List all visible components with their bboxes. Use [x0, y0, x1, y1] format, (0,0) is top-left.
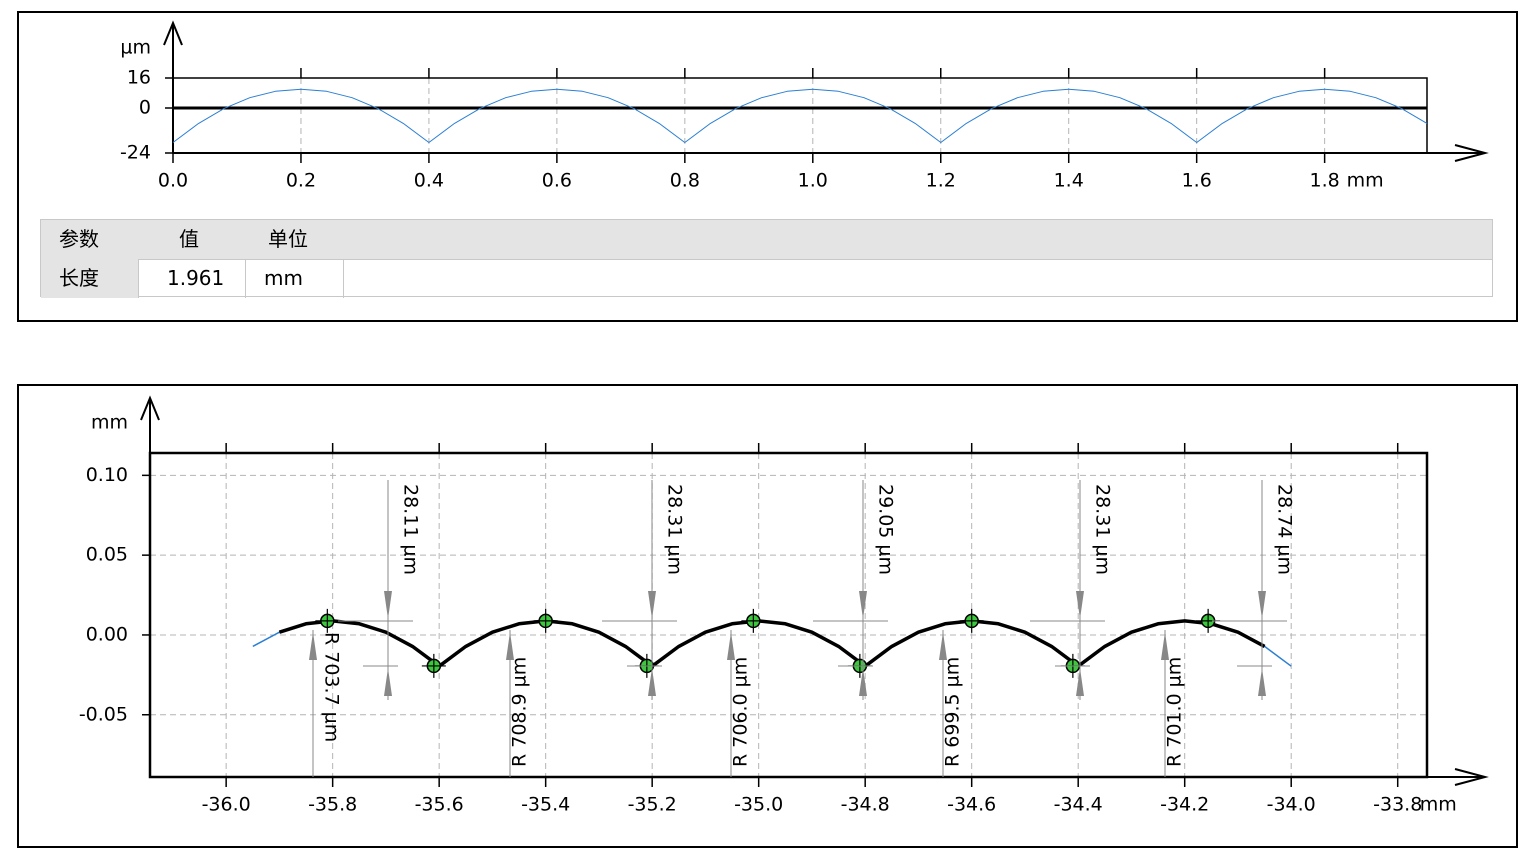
- x-tick-label: -34.4: [1054, 794, 1103, 816]
- x-tick-label: 0.8: [670, 170, 700, 192]
- table-cell: 1.961: [139, 259, 246, 298]
- header-cell: 单位: [268, 227, 308, 251]
- table-cell: mm: [246, 259, 344, 298]
- plot-frame: [172, 77, 1428, 154]
- dim-arrow: [1258, 591, 1266, 619]
- x-tick-label: -35.2: [628, 794, 677, 816]
- point-cross: [959, 608, 984, 633]
- header-cell: 参数: [59, 227, 99, 251]
- x-tick-label: -35.8: [308, 794, 357, 816]
- profile-line: [172, 88, 1428, 143]
- dim-arrow: [1258, 668, 1266, 696]
- x-unit: mm: [1420, 794, 1457, 816]
- table-header: 参数 值 单位: [41, 220, 1492, 260]
- dim-arrow: [648, 591, 656, 619]
- table-cell: 长度: [41, 259, 139, 298]
- x-tick-label: -35.6: [415, 794, 464, 816]
- y-unit: mm: [91, 412, 128, 434]
- x-tick-label: -34.8: [841, 794, 890, 816]
- radius-arrow: [939, 632, 947, 660]
- x-unit: mm: [1347, 170, 1384, 192]
- radius-label: R 703.7 µm: [321, 632, 343, 742]
- height-label: 28.74 µm: [1274, 484, 1296, 575]
- dim-arrow: [859, 591, 867, 619]
- radius-label: R 701.0 µm: [1164, 657, 1186, 767]
- dim-arrow: [859, 668, 867, 696]
- height-label: 29.05 µm: [875, 484, 897, 575]
- dim-arrow: [648, 668, 656, 696]
- height-label: 28.31 µm: [664, 484, 686, 575]
- panel-top: [17, 11, 1518, 322]
- x-tick-label: -33.8: [1373, 794, 1422, 816]
- x-tick-label: 0.2: [286, 170, 316, 192]
- dim-arrow: [1076, 591, 1084, 619]
- x-tick-label: -34.2: [1160, 794, 1209, 816]
- x-tick-label: 0.6: [542, 170, 572, 192]
- radius-label: R 706.0 µm: [730, 657, 752, 767]
- x-tick-label: -35.4: [521, 794, 570, 816]
- x-tick-label: 1.8: [1310, 170, 1340, 192]
- y-tick-label: -0.05: [79, 703, 128, 725]
- point-cross: [315, 608, 340, 633]
- axis-arrow: [1454, 144, 1489, 162]
- header-cell: 值: [179, 227, 199, 251]
- height-label: 28.31 µm: [1092, 484, 1114, 575]
- y-tick-label: 16: [127, 67, 151, 89]
- x-tick-label: 1.0: [798, 170, 828, 192]
- x-tick-label: -34.6: [947, 794, 996, 816]
- x-tick-label: 0.0: [158, 170, 188, 192]
- dim-arrow: [1076, 668, 1084, 696]
- y-tick-label: 0.10: [86, 464, 128, 486]
- point-cross: [741, 608, 766, 633]
- x-tick-label: 1.6: [1182, 170, 1212, 192]
- y-tick-label: -24: [120, 142, 151, 164]
- y-tick-label: 0.00: [86, 623, 128, 645]
- point-cross: [421, 653, 446, 678]
- axis-arrow: [1454, 768, 1489, 786]
- radius-label: R 699.5 µm: [942, 657, 964, 767]
- axis-arrow: [140, 395, 160, 421]
- dim-arrow: [384, 668, 392, 696]
- parameter-table: 参数 值 单位 长度 1.961 mm: [40, 219, 1493, 298]
- x-tick-label: -36.0: [202, 794, 251, 816]
- radius-arrow: [506, 632, 514, 660]
- panel-bottom: [17, 384, 1518, 848]
- radius-arrow: [727, 632, 735, 660]
- radius-label: R 708.9 µm: [509, 657, 531, 767]
- profile-line: [278, 619, 1266, 668]
- table-row: 长度 1.961 mm: [41, 259, 1492, 298]
- point-cross: [533, 608, 558, 633]
- radius-arrow: [309, 632, 317, 660]
- axis-arrow: [163, 20, 183, 46]
- y-unit: µm: [120, 37, 151, 59]
- y-tick-label: 0: [139, 97, 151, 119]
- x-tick-label: 1.2: [926, 170, 956, 192]
- height-label: 28.11 µm: [400, 484, 422, 575]
- dim-arrow: [384, 591, 392, 619]
- radius-arrow: [1161, 632, 1169, 660]
- x-tick-label: -35.0: [734, 794, 783, 816]
- x-tick-label: 0.4: [414, 170, 444, 192]
- x-tick-label: 1.4: [1054, 170, 1084, 192]
- y-tick-label: 0.05: [86, 544, 128, 566]
- x-tick-label: -34.0: [1267, 794, 1316, 816]
